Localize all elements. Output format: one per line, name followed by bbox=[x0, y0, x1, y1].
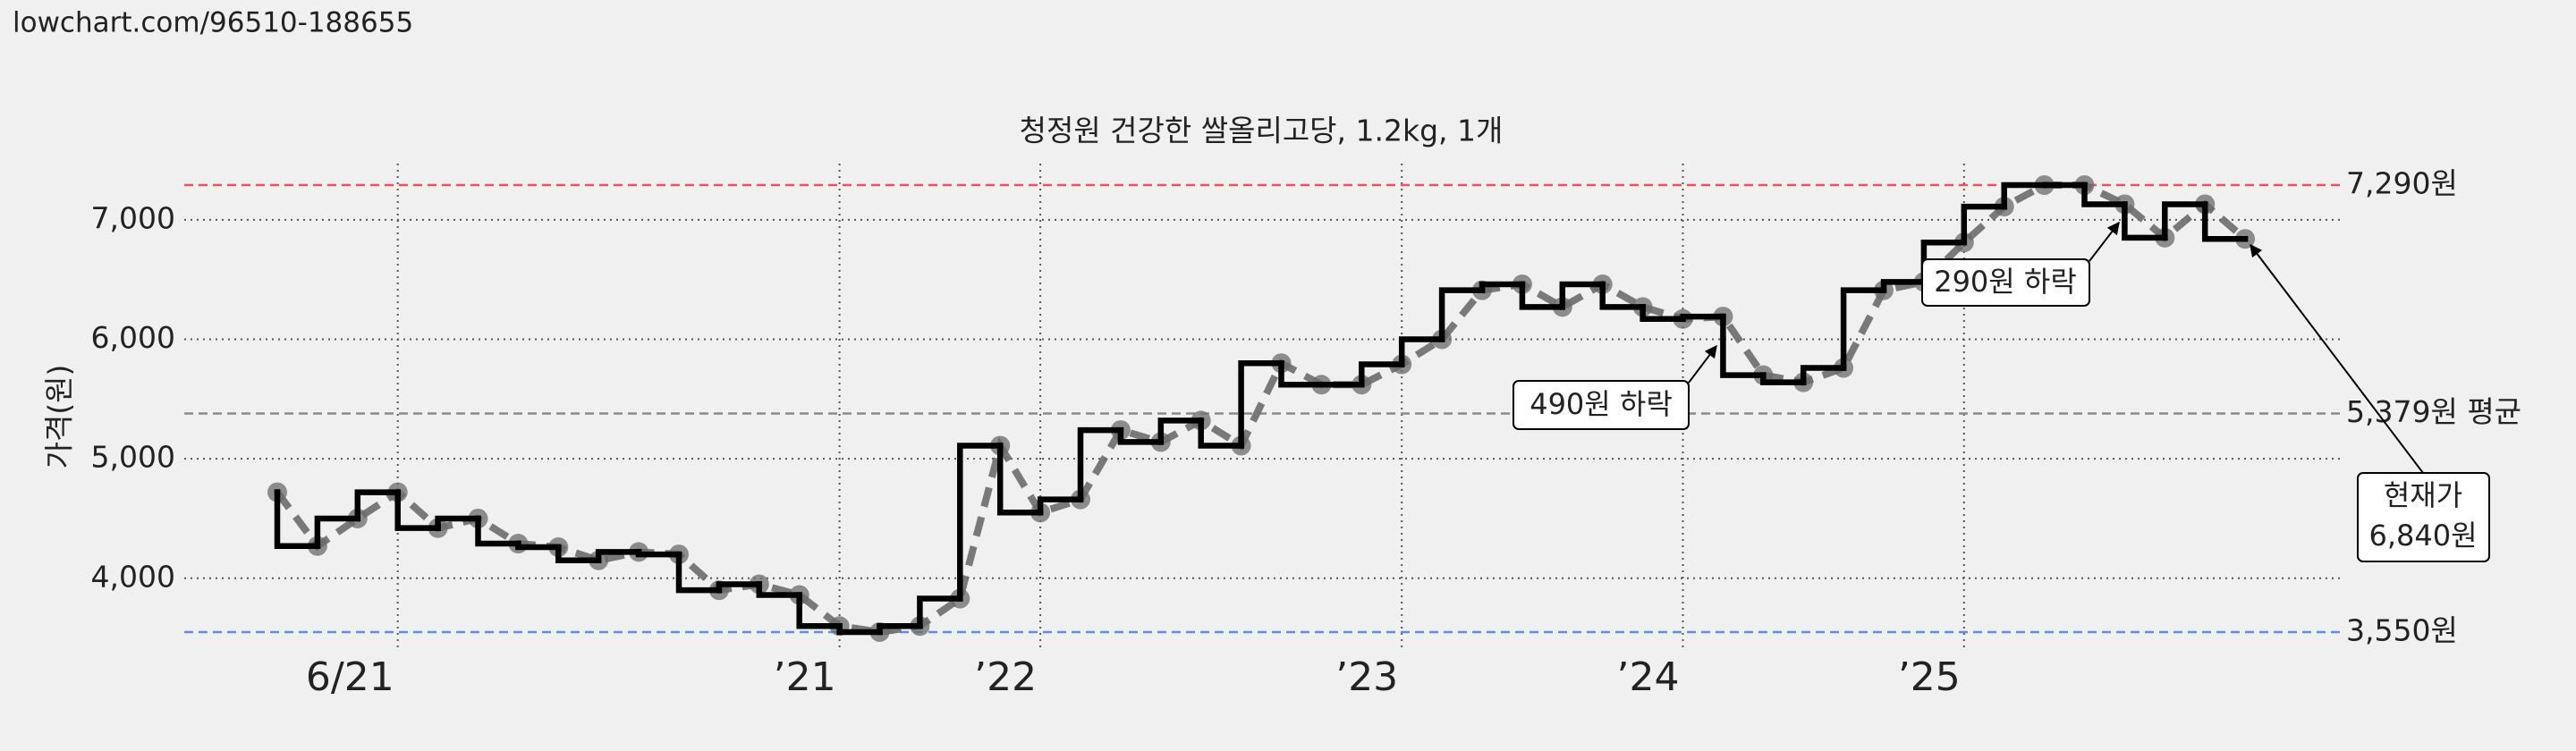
step-segment bbox=[1800, 365, 1847, 385]
step-segment bbox=[2122, 201, 2168, 241]
step-segment bbox=[394, 489, 441, 531]
step-segment bbox=[796, 592, 843, 629]
x-tick-label: ’25 bbox=[1898, 654, 1961, 700]
step-segment bbox=[1720, 313, 1767, 378]
y-tick-label: 4,000 bbox=[91, 559, 175, 594]
step-segment bbox=[2001, 181, 2047, 210]
step-segment bbox=[917, 595, 963, 629]
annotation: 490원 하락 bbox=[1530, 387, 1673, 421]
step-segment bbox=[274, 489, 321, 549]
trend-line bbox=[274, 181, 2248, 636]
step-segment bbox=[1117, 426, 1165, 445]
step-segment bbox=[635, 549, 682, 558]
annotation: 290원 하락 bbox=[1934, 265, 2077, 299]
step-segment bbox=[1519, 281, 1566, 310]
step-segment bbox=[836, 623, 883, 636]
step-segment bbox=[1961, 203, 2007, 246]
step-segment bbox=[1198, 418, 1244, 449]
reference-label: 7,290원 bbox=[2346, 166, 2458, 201]
step-segment bbox=[1398, 336, 1445, 367]
step-segment bbox=[716, 581, 763, 594]
step-segment bbox=[877, 623, 923, 636]
x-tick-label: ’21 bbox=[774, 654, 836, 700]
step-segment bbox=[1238, 359, 1284, 449]
step-segment bbox=[756, 581, 802, 598]
annotation-box bbox=[2357, 472, 2490, 562]
annotation-arrow bbox=[2250, 243, 2424, 474]
x-tick-label: ’23 bbox=[1335, 654, 1398, 700]
annotation-arrow bbox=[1688, 344, 1717, 384]
step-segment bbox=[1157, 418, 1204, 445]
step-segment bbox=[1599, 281, 1646, 310]
step-segment bbox=[957, 443, 1004, 602]
step-segment bbox=[675, 551, 723, 594]
annotation: 6,840원 bbox=[2368, 519, 2477, 553]
step-segment bbox=[1438, 287, 1486, 342]
step-segment bbox=[1559, 281, 1606, 310]
step-segment bbox=[1680, 313, 1726, 323]
source: lowchart.com/96510-188655 bbox=[13, 7, 413, 39]
step-segment bbox=[1760, 372, 1807, 385]
y-tick-label: 7,000 bbox=[91, 200, 175, 235]
step-segment bbox=[2201, 201, 2249, 242]
y-tick-label: 6,000 bbox=[91, 320, 175, 355]
reference-label: 3,550원 bbox=[2346, 612, 2458, 647]
step-segment bbox=[996, 443, 1044, 516]
reference-label: 5,379원 평균 bbox=[2346, 394, 2521, 429]
y-tick-label: 5,000 bbox=[91, 440, 175, 475]
step-segment bbox=[1077, 426, 1124, 502]
plot-area: 4,000 5,000 6,000 7,000 6/21 ’21 ’22 ’23 ’24 ’25 7… bbox=[91, 164, 2521, 700]
step-segment bbox=[475, 515, 521, 547]
step-segment bbox=[435, 515, 481, 531]
step-segment bbox=[1479, 281, 1526, 293]
annotation: 현재가 bbox=[2384, 478, 2462, 512]
annotation-arrow bbox=[2089, 221, 2120, 262]
step-segment bbox=[595, 549, 642, 564]
chart-title: 청정원 건강한 쌀올리고당, 1.2kg, 1개 bbox=[1020, 114, 1504, 148]
x-tick-label: 6/21 bbox=[306, 654, 394, 700]
step-segment bbox=[1278, 359, 1325, 388]
annotation-box bbox=[1921, 258, 2090, 307]
x-tick-label: ’22 bbox=[974, 654, 1037, 700]
annotations: 490원 하락 290원 하락 현재가 6,840원 bbox=[1513, 221, 2490, 562]
step-segment bbox=[1037, 496, 1084, 516]
step-segment bbox=[1840, 287, 1887, 371]
step-segment bbox=[1880, 279, 1928, 293]
step-segment bbox=[2162, 201, 2208, 241]
step-segment bbox=[555, 544, 602, 564]
annotation-box bbox=[1513, 380, 1690, 430]
step-segment bbox=[314, 515, 361, 549]
x-tick-label: ’24 bbox=[1617, 654, 1680, 700]
step-segment bbox=[354, 489, 401, 522]
step-segment bbox=[1359, 361, 1405, 388]
step-segment bbox=[2081, 181, 2128, 207]
step-segment bbox=[1640, 304, 1686, 323]
step-segment bbox=[515, 540, 562, 551]
y-axis-label: 가격(원) bbox=[42, 365, 77, 469]
